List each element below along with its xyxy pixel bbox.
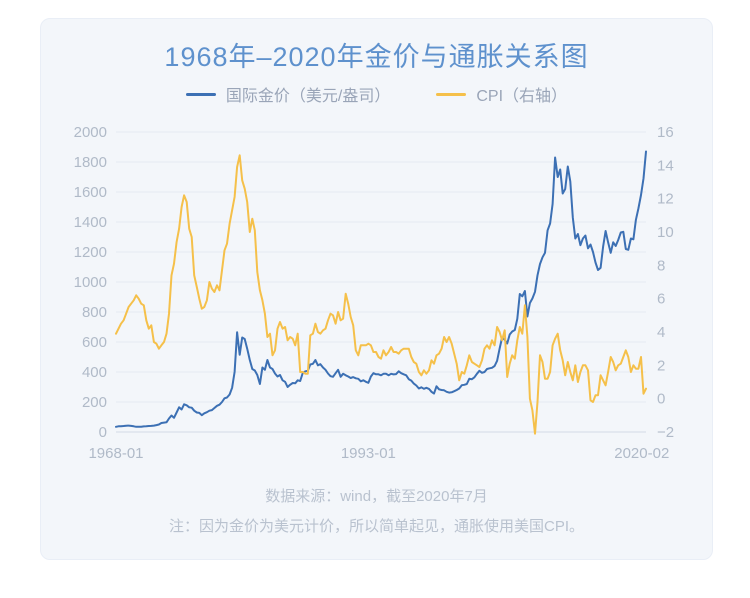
legend-label-gold-price: 国际金价（美元/盎司） — [225, 88, 391, 105]
y-axis-left-tick: 1600 — [74, 184, 107, 201]
y-axis-left-tick: 600 — [82, 334, 107, 351]
gold-price-line — [115, 150, 647, 428]
y-axis-left-tick: 2000 — [74, 124, 107, 141]
y-axis-right-tick: 10 — [657, 224, 674, 241]
y-axis-right-tick: −2 — [657, 424, 674, 441]
y-axis-right-tick: 0 — [657, 391, 665, 408]
x-axis-tick: 1993-01 — [341, 445, 396, 462]
note-text: 注：因为金价为美元计价，所以简单起见，通胀使用美国CPI。 — [168, 518, 584, 535]
y-axis-left-tick: 0 — [99, 424, 107, 441]
x-axis-tick: 1968-01 — [88, 445, 143, 462]
y-axis-left-tick: 400 — [82, 364, 107, 381]
chart-canvas: 0 200 400 600 800 1000 1200 1400 1600 1800 2000 −2 0… — [74, 124, 674, 462]
y-axis-right-tick: 4 — [657, 324, 665, 341]
y-axis-right-tick: 2 — [657, 357, 665, 374]
gold-price-line-icon — [185, 92, 216, 96]
y-axis-left-tick: 1400 — [74, 214, 107, 231]
chart-legend: 国际金价（美元/盎司） CPI（右轴） — [41, 83, 712, 105]
x-axis-tick: 2020-02 — [614, 445, 669, 462]
cpi-line — [115, 154, 647, 435]
y-axis-right-tick: 6 — [657, 291, 665, 308]
chart-card: 1968年–2020年金价与通胀关系图 国际金价（美元/盎司） CPI（右轴） 0… — [40, 18, 713, 560]
y-axis-right-tick: 14 — [657, 157, 674, 174]
legend-item-cpi[interactable]: CPI（右轴） — [436, 82, 567, 106]
y-axis-right-tick: 8 — [657, 257, 665, 274]
y-axis-left-tick: 800 — [82, 304, 107, 321]
legend-item-gold-price[interactable]: 国际金价（美元/盎司） — [185, 82, 391, 106]
y-axis-right-tick: 16 — [657, 124, 674, 141]
data-source-text: 数据来源：wind，截至2020年7月 — [265, 488, 488, 505]
legend-label-cpi: CPI（右轴） — [476, 88, 568, 105]
y-axis-left-tick: 1800 — [74, 154, 107, 171]
y-axis-left-tick: 1200 — [74, 244, 107, 261]
y-axis-left-tick: 1000 — [74, 274, 107, 291]
chart-title: 1968年–2020年金价与通胀关系图 — [164, 42, 589, 72]
y-axis-right-tick: 12 — [657, 191, 674, 208]
cpi-line-icon — [436, 92, 467, 96]
y-axis-left-tick: 200 — [82, 394, 107, 411]
